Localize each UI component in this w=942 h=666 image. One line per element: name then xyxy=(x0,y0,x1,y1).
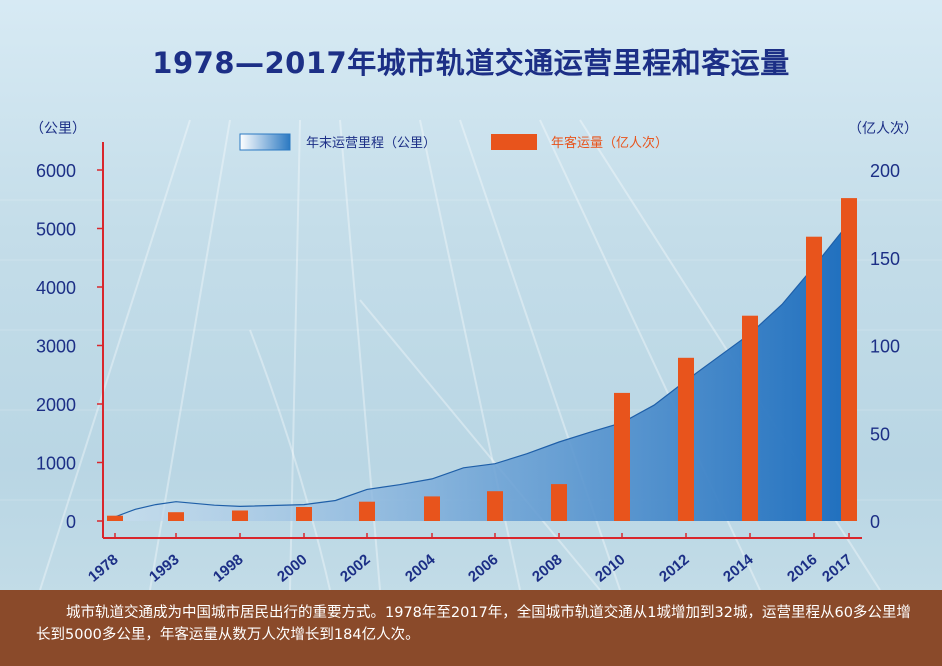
x-tick-label-2014: 2014 xyxy=(720,551,757,586)
bar-2014 xyxy=(742,315,758,521)
bar-2008 xyxy=(551,484,567,521)
legend-swatch-mileage xyxy=(239,133,291,151)
right-tick-label: 150 xyxy=(870,249,900,269)
bar-2006 xyxy=(487,491,503,521)
bar-1978 xyxy=(107,515,123,521)
bar-2016 xyxy=(806,236,822,521)
right-axis-unit: （亿人次） xyxy=(848,121,918,137)
left-axis-unit: （公里） xyxy=(30,121,86,137)
bar-2004 xyxy=(424,496,440,521)
area-mileage-line xyxy=(114,222,850,518)
left-tick-label: 5000 xyxy=(36,220,76,240)
bar-2000 xyxy=(296,507,312,521)
chart-title: 1978—2017年城市轨道交通运营里程和客运量 xyxy=(152,46,790,80)
legend-label-passengers: 年客运量（亿人次） xyxy=(551,135,668,151)
bar-2010 xyxy=(614,392,630,521)
x-tick-label-1978: 1978 xyxy=(85,551,121,585)
left-tick-label: 1000 xyxy=(36,454,76,474)
right-tick-label: 50 xyxy=(870,424,890,444)
x-tick-label-2006: 2006 xyxy=(465,551,501,585)
left-tick-label: 2000 xyxy=(36,395,76,415)
x-tick-label-2012: 2012 xyxy=(656,551,692,585)
legend-label-mileage: 年末运营里程（公里） xyxy=(306,136,436,151)
bar-1998 xyxy=(232,510,248,521)
caption-panel: 城市轨道交通成为中国城市居民出行的重要方式。1978年至2017年，全国城市轨道… xyxy=(0,590,942,666)
legend-swatch-passengers xyxy=(491,134,537,150)
left-tick-label: 0 xyxy=(66,512,76,532)
right-tick-label: 200 xyxy=(870,161,900,181)
x-tick-label-2004: 2004 xyxy=(402,551,439,586)
left-tick-label: 4000 xyxy=(36,278,76,298)
right-tick-label: 100 xyxy=(870,337,900,357)
x-tick-label-2017: 2017 xyxy=(819,551,855,585)
left-tick-label: 3000 xyxy=(36,337,76,357)
bar-1993 xyxy=(168,512,184,521)
x-tick-label-2010: 2010 xyxy=(592,551,628,585)
chart: 0 1000 2000 3000 4000 5000 6000 （公里） 0 50 100 150 20… xyxy=(30,121,918,586)
x-tick-label-2000: 2000 xyxy=(274,551,310,585)
bar-2017 xyxy=(841,198,857,521)
x-tick-label-1993: 1993 xyxy=(146,551,182,585)
bar-2012 xyxy=(678,357,694,521)
right-tick-label: 0 xyxy=(870,512,880,532)
bar-2002 xyxy=(359,501,375,521)
left-tick-label: 6000 xyxy=(36,161,76,181)
caption-text: 城市轨道交通成为中国城市居民出行的重要方式。1978年至2017年，全国城市轨道… xyxy=(36,605,911,643)
x-tick-label-2008: 2008 xyxy=(529,551,565,585)
x-tick-label-1998: 1998 xyxy=(210,551,246,585)
x-tick-label-2002: 2002 xyxy=(337,551,373,585)
area-mileage-fill xyxy=(115,222,849,521)
x-tick-label-2016: 2016 xyxy=(784,551,820,585)
